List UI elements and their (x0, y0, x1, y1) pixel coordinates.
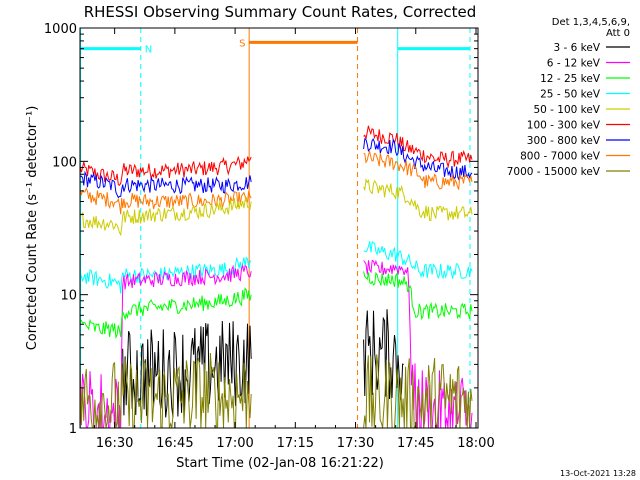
plot-frame (79, 27, 479, 429)
legend-label-4: 50 - 100 keV (533, 104, 600, 116)
legend: Det 1,3,4,5,6,9,Att 0 3 - 6 keV 6 - 12 keV… (507, 17, 630, 178)
chart-title: RHESSI Observing Summary Count Rates, Co… (84, 3, 477, 21)
series-line-3-seg-0 (79, 196, 252, 237)
flag-label-1: N (145, 45, 152, 56)
legend-header-1: Att 0 (606, 28, 630, 39)
flag-bars: NS (80, 38, 470, 56)
x-tick-label-3: 17:15 (277, 436, 314, 451)
series-line-2-seg-0 (79, 187, 252, 215)
x-tick-label-5: 17:45 (397, 436, 434, 451)
x-tick-label-6: 18:00 (457, 436, 494, 451)
y-axis-ticks: 1 10 100 1000 (44, 22, 478, 437)
series-line-3-seg-1 (363, 177, 473, 222)
series-line-6-seg-1 (363, 271, 473, 321)
legend-label-3: 25 - 50 keV (540, 89, 601, 101)
x-tick-label-4: 17:30 (337, 436, 374, 451)
legend-label-8: 7000 - 15000 keV (507, 166, 601, 178)
legend-label-5: 100 - 300 keV (527, 120, 601, 132)
marker-lines (80, 28, 471, 428)
series-line-0-seg-1 (363, 125, 473, 169)
y-tick-label-1: 10 (60, 289, 77, 304)
x-axis-ticks: 16:30 16:45 17:00 17:15 17:30 17:45 18:00 (94, 28, 495, 451)
legend-label-6: 300 - 800 keV (527, 135, 601, 147)
legend-label-1: 6 - 12 keV (547, 58, 601, 70)
y-tick-label-3: 1000 (44, 22, 77, 37)
series-line-5-seg-1 (363, 259, 473, 429)
legend-label-0: 3 - 6 keV (553, 42, 600, 54)
legend-label-2: 12 - 25 keV (540, 73, 601, 85)
series-line-8-seg-1 (363, 354, 473, 430)
series-line-6-seg-0 (79, 287, 252, 340)
series-line-7-seg-0 (122, 320, 252, 418)
x-axis-label: Start Time (02-Jan-08 16:21:22) (176, 456, 384, 471)
series-lines (79, 125, 473, 430)
y-axis-label: Corrected Count Rate (s⁻¹ detector⁻¹) (25, 106, 40, 351)
y-tick-label-0: 1 (69, 422, 77, 437)
legend-header-0: Det 1,3,4,5,6,9, (552, 17, 630, 28)
series-line-1-seg-1 (363, 138, 473, 182)
x-tick-label-1: 16:45 (156, 436, 193, 451)
series-line-0-seg-0 (79, 155, 252, 186)
series-line-2-seg-1 (363, 149, 473, 190)
flag-label-2: S (239, 38, 245, 49)
series-line-8-seg-0 (79, 352, 252, 429)
legend-label-7: 800 - 7000 keV (520, 151, 601, 163)
x-tick-label-2: 17:00 (216, 436, 253, 451)
series-line-4-seg-1 (363, 240, 473, 280)
footer-date: 13-Oct-2021 13:28 (560, 469, 636, 478)
x-tick-label-0: 16:30 (96, 436, 133, 451)
y-tick-label-2: 100 (52, 155, 77, 170)
series-line-1-seg-0 (80, 170, 252, 199)
series-line-4-seg-0 (79, 256, 252, 294)
